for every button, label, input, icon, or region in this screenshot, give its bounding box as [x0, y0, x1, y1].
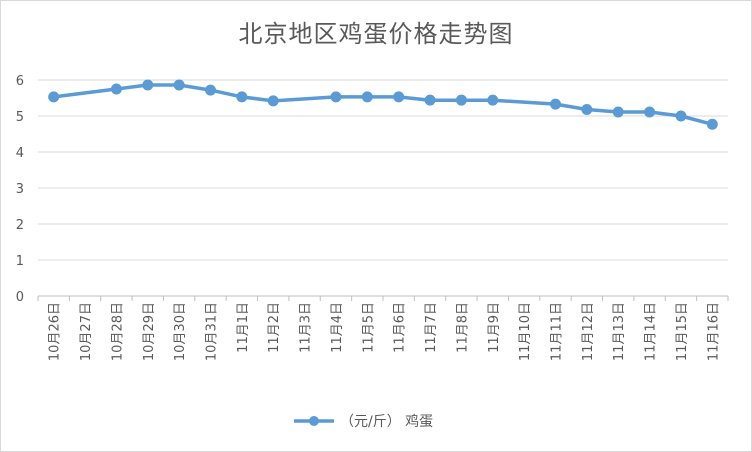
data-point [706, 118, 718, 130]
x-tick-label: 11月1日 [236, 302, 251, 353]
x-tick-label: 11月5日 [361, 302, 376, 353]
data-point [455, 94, 467, 106]
data-point [581, 104, 593, 116]
x-tick-label: 11月3日 [299, 302, 314, 353]
data-point [644, 106, 656, 118]
x-tick-label: 10月31日 [205, 302, 220, 361]
data-point [393, 91, 405, 103]
x-tick-label: 11月7日 [424, 302, 439, 353]
x-tick-label: 11月6日 [393, 302, 408, 353]
series-line [51, 83, 715, 127]
data-point [142, 79, 154, 91]
y-tick-label: 0 [16, 290, 24, 305]
x-tick-label: 11月14日 [644, 302, 659, 361]
x-tick-label: 11月15日 [675, 302, 690, 361]
legend-label: （元/斤） 鸡蛋 [340, 413, 433, 430]
chart-title: 北京地区鸡蛋价格走势图 [238, 20, 514, 48]
x-tick-label: 11月9日 [487, 302, 502, 353]
x-tick-label: 10月28日 [110, 302, 125, 361]
x-tick-label: 10月27日 [79, 302, 94, 361]
y-tick-label: 1 [16, 254, 24, 269]
x-tick-label: 11月2日 [267, 302, 282, 353]
x-tick-label: 11月8日 [455, 302, 470, 353]
x-tick-label: 10月30日 [173, 302, 188, 361]
x-tick-label: 11月10日 [518, 302, 533, 361]
data-point [173, 79, 185, 91]
data-point [330, 91, 342, 103]
data-point [110, 83, 122, 95]
data-point [267, 95, 279, 107]
x-tick-label: 11月11日 [550, 302, 565, 361]
data-point [205, 84, 216, 96]
legend-marker [309, 416, 319, 426]
y-tick-label: 5 [16, 110, 24, 125]
x-tick-label: 11月12日 [581, 302, 596, 361]
data-point [361, 91, 373, 103]
x-tick-label: 10月29日 [142, 302, 157, 361]
x-tick-label: 10月26日 [48, 302, 63, 361]
y-tick-label: 2 [16, 218, 24, 233]
x-tick-label: 11月4日 [330, 302, 345, 353]
data-point [236, 91, 248, 103]
data-point [550, 98, 561, 110]
data-point [48, 91, 60, 103]
y-tick-label: 3 [16, 182, 24, 197]
data-point [487, 94, 499, 106]
y-tick-label: 6 [16, 74, 24, 89]
x-tick-label: 11月13日 [612, 302, 627, 361]
y-tick-label: 4 [16, 146, 24, 161]
data-point [424, 94, 436, 106]
x-tick-label: 11月16日 [706, 302, 721, 361]
data-point [612, 106, 624, 118]
data-point [675, 110, 687, 122]
